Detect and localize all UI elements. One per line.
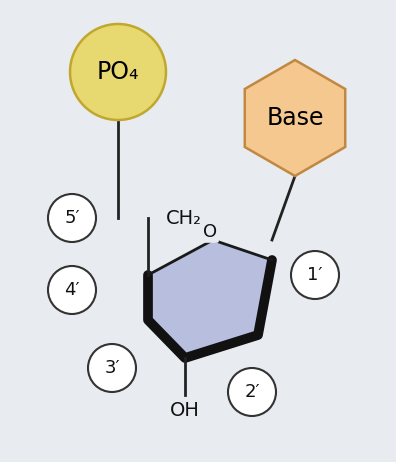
- Text: 4′: 4′: [64, 281, 80, 299]
- Circle shape: [70, 24, 166, 120]
- Text: O: O: [203, 223, 217, 241]
- Circle shape: [48, 194, 96, 242]
- Text: CH₂: CH₂: [166, 208, 202, 227]
- Circle shape: [48, 266, 96, 314]
- Text: 3′: 3′: [104, 359, 120, 377]
- Text: 5′: 5′: [64, 209, 80, 227]
- Polygon shape: [245, 60, 345, 176]
- Text: Base: Base: [266, 106, 324, 130]
- Text: PO₄: PO₄: [97, 60, 139, 84]
- Polygon shape: [148, 240, 272, 358]
- Text: 1′: 1′: [307, 266, 323, 284]
- Circle shape: [228, 368, 276, 416]
- Text: OH: OH: [170, 401, 200, 419]
- Circle shape: [88, 344, 136, 392]
- Text: 2′: 2′: [244, 383, 260, 401]
- Circle shape: [291, 251, 339, 299]
